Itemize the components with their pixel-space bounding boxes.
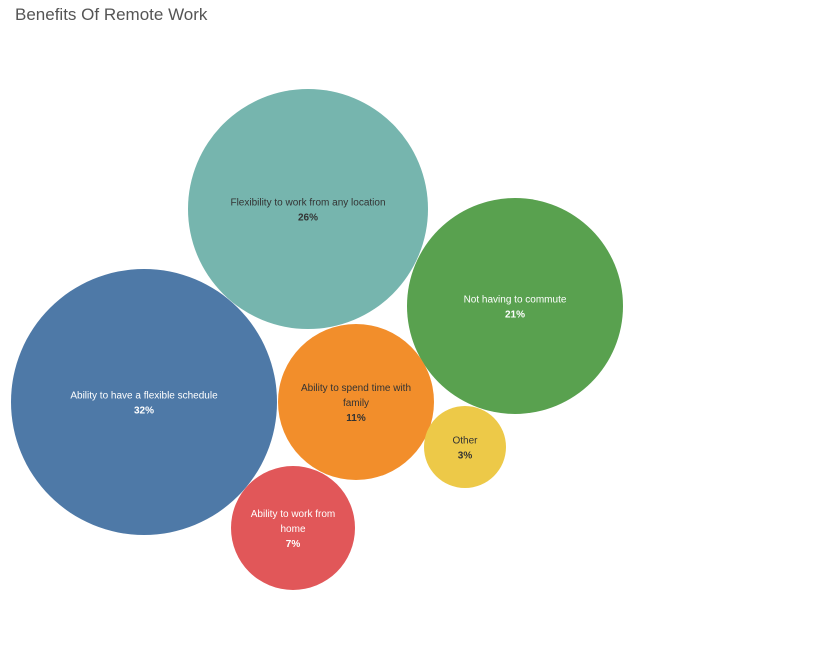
- bubble-label-other: Other: [452, 436, 478, 447]
- bubble-circle-flexibility-to-work-from-any-location[interactable]: [188, 89, 428, 329]
- bubble-not-having-to-commute[interactable]: Not having to commute 21%: [407, 198, 623, 414]
- bubble-value-ability-to-have-a-flexible-schedule: 32%: [134, 406, 154, 417]
- bubble-flexibility-to-work-from-any-location[interactable]: Flexibility to work from any location 26%: [188, 89, 428, 329]
- bubble-circle-other[interactable]: [424, 406, 506, 488]
- bubble-value-ability-to-work-from-home: 7%: [286, 539, 301, 550]
- bubble-ability-to-spend-time-with-family[interactable]: Ability to spend time with family 11%: [278, 324, 434, 480]
- bubble-ability-to-work-from-home[interactable]: Ability to work from home 7%: [231, 466, 355, 590]
- bubble-label-ability-to-have-a-flexible-schedule: Ability to have a flexible schedule: [70, 391, 218, 402]
- bubble-value-not-having-to-commute: 21%: [505, 310, 525, 321]
- bubble-circle-ability-to-spend-time-with-family[interactable]: [278, 324, 434, 480]
- bubble-label-ability-to-spend-time-with-family: Ability to spend time with family: [301, 383, 411, 409]
- bubble-other[interactable]: Other 3%: [424, 406, 506, 488]
- bubble-label-not-having-to-commute: Not having to commute: [464, 295, 567, 306]
- bubble-ability-to-have-a-flexible-schedule[interactable]: Ability to have a flexible schedule 32%: [11, 269, 277, 535]
- bubble-circle-not-having-to-commute[interactable]: [407, 198, 623, 414]
- bubble-value-other: 3%: [458, 451, 473, 462]
- chart-title: Benefits Of Remote Work: [15, 5, 208, 24]
- bubble-value-ability-to-spend-time-with-family: 11%: [346, 413, 366, 424]
- bubble-value-flexibility-to-work-from-any-location: 26%: [298, 213, 318, 224]
- bubble-label-ability-to-work-from-home: Ability to work from home: [251, 509, 335, 535]
- bubble-circle-ability-to-have-a-flexible-schedule[interactable]: [11, 269, 277, 535]
- bubble-circle-ability-to-work-from-home[interactable]: [231, 466, 355, 590]
- bubble-label-flexibility-to-work-from-any-location: Flexibility to work from any location: [230, 198, 385, 209]
